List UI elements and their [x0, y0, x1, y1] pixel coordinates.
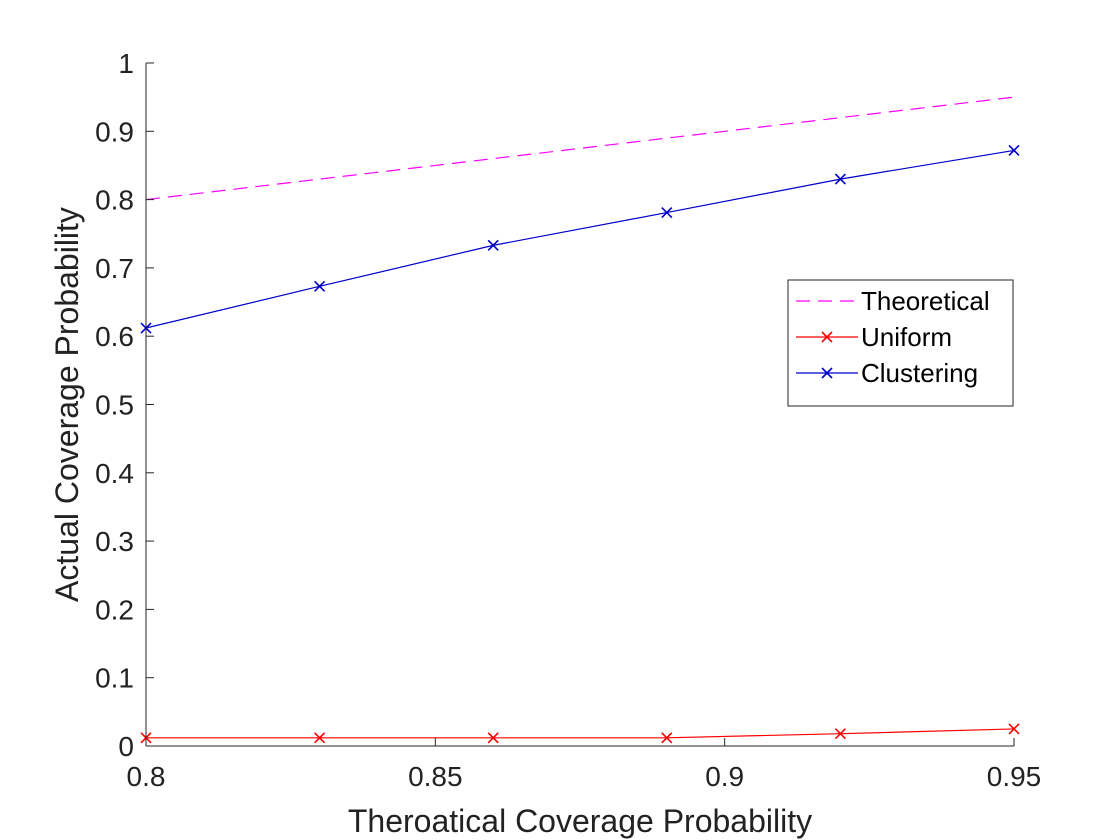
- axes: 0 0.1 0.2 0.3 0.4 0.5 0.6 0.7 0.8 0.9 1 0.8 0.85 0.9 0…: [95, 48, 1041, 792]
- legend-label-uniform: Uniform: [861, 322, 952, 352]
- series-layer: [140, 96, 1020, 744]
- y-tick-label: 0: [118, 731, 134, 762]
- data-point-clustering: [1008, 144, 1020, 156]
- data-point-clustering: [314, 280, 326, 292]
- y-axis-title: Actual Coverage Probability: [49, 207, 85, 602]
- marker-stroke: [661, 732, 673, 744]
- y-tick-label: 0.7: [95, 253, 134, 284]
- marker-stroke: [661, 207, 673, 219]
- marker-stroke: [834, 728, 846, 740]
- legend-marker-uniform: [821, 331, 833, 343]
- marker-stroke: [487, 239, 499, 251]
- y-tick-label: 0.9: [95, 116, 134, 147]
- y-tick-label: 1: [118, 48, 134, 79]
- marker-stroke: [1008, 723, 1020, 735]
- marker-stroke: [821, 331, 833, 343]
- series-line-uniform: [146, 728, 1015, 739]
- x-tick-label: 0.85: [408, 761, 463, 792]
- legend-label-theoretical: Theoretical: [861, 286, 990, 316]
- legend-marker-clustering: [821, 367, 833, 379]
- marker-stroke: [834, 173, 846, 185]
- y-tick-label: 0.8: [95, 185, 134, 216]
- data-point-uniform: [487, 732, 499, 744]
- y-tick-label: 0.4: [95, 458, 134, 489]
- y-tick-label: 0.1: [95, 663, 134, 694]
- legend-label-clustering: Clustering: [861, 358, 978, 388]
- marker-stroke: [487, 732, 499, 744]
- data-point-clustering: [834, 173, 846, 185]
- y-tick-label: 0.2: [95, 594, 134, 625]
- x-tick-label: 0.8: [127, 761, 166, 792]
- x-tick-label: 0.9: [705, 761, 744, 792]
- marker-stroke: [821, 367, 833, 379]
- y-tick-label: 0.3: [95, 526, 134, 557]
- data-point-uniform: [661, 732, 673, 744]
- y-tick-label: 0.5: [95, 390, 134, 421]
- legend: Theoretical Uniform Clustering: [787, 279, 1014, 407]
- series-line-theoretical: [145, 96, 1015, 201]
- data-point-clustering: [487, 239, 499, 251]
- y-tick-label: 0.6: [95, 321, 134, 352]
- data-point-uniform: [314, 732, 326, 744]
- data-point-uniform: [834, 728, 846, 740]
- x-tick-label: 0.95: [987, 761, 1042, 792]
- marker-stroke: [1008, 144, 1020, 156]
- marker-stroke: [314, 732, 326, 744]
- marker-stroke: [314, 280, 326, 292]
- x-axis-title: Theroatical Coverage Probability: [348, 803, 812, 839]
- data-point-uniform: [1008, 723, 1020, 735]
- data-point-clustering: [661, 207, 673, 219]
- series-line-clustering: [145, 149, 1015, 329]
